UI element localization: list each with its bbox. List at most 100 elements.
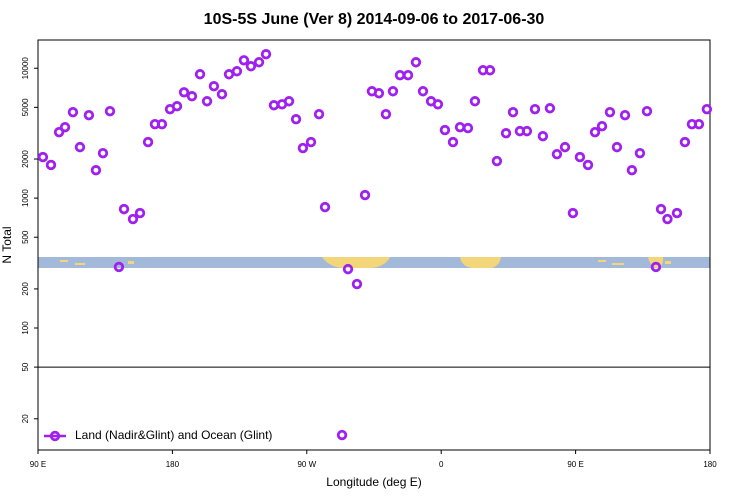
point xyxy=(208,81,220,92)
point xyxy=(37,151,49,163)
point xyxy=(387,86,399,97)
plot-frame xyxy=(37,39,711,451)
y-tick-label: 5000 xyxy=(21,98,30,116)
point xyxy=(417,86,429,97)
point xyxy=(194,69,206,80)
point xyxy=(574,151,586,163)
x-tick-label: 90 E xyxy=(567,460,583,469)
point xyxy=(402,70,414,81)
point xyxy=(216,89,228,100)
point xyxy=(507,106,519,118)
point xyxy=(104,105,116,117)
y-tick-label: 20 xyxy=(21,414,30,423)
point xyxy=(701,103,713,115)
point xyxy=(655,203,667,215)
point xyxy=(582,159,594,171)
x-tick-label: 0 xyxy=(439,460,444,469)
y-axis-label: N Total xyxy=(0,226,14,263)
point xyxy=(342,263,354,275)
point xyxy=(529,103,541,115)
y-tick-label: 2000 xyxy=(21,150,30,168)
point xyxy=(74,141,86,153)
point xyxy=(589,126,601,138)
y-tick-label: 200 xyxy=(21,282,30,296)
x-tick-label: 90 W xyxy=(297,460,316,469)
point xyxy=(500,128,512,139)
x-axis-label: Longitude (deg E) xyxy=(326,475,421,489)
point xyxy=(432,99,444,110)
point xyxy=(662,213,673,225)
point xyxy=(59,121,71,133)
legend-swatch xyxy=(49,430,61,442)
y-tick-label: 1000 xyxy=(21,189,30,207)
point xyxy=(551,148,563,160)
point xyxy=(313,108,325,120)
point xyxy=(604,106,616,118)
y-tick-label: 10000 xyxy=(21,57,30,80)
map-land xyxy=(75,263,85,265)
point xyxy=(127,213,139,225)
point xyxy=(268,100,280,111)
map-land xyxy=(128,261,134,264)
point xyxy=(559,141,571,153)
map-strip xyxy=(38,257,710,268)
point xyxy=(394,70,406,81)
point xyxy=(641,105,653,117)
point xyxy=(67,106,79,118)
point xyxy=(186,91,198,102)
x-tick-label: 180 xyxy=(703,460,717,469)
y-tick-label: 100 xyxy=(21,321,30,335)
point xyxy=(596,120,608,132)
point xyxy=(305,136,317,148)
point xyxy=(113,261,125,273)
point xyxy=(53,126,65,138)
point xyxy=(380,108,392,120)
map-land xyxy=(322,257,390,268)
point xyxy=(447,136,459,148)
point xyxy=(260,49,272,60)
map-land xyxy=(60,260,68,262)
point xyxy=(567,207,579,219)
point xyxy=(253,57,265,68)
point xyxy=(679,136,691,148)
point xyxy=(178,87,190,98)
point xyxy=(410,57,422,68)
point xyxy=(537,130,549,142)
map-land xyxy=(598,260,606,262)
x-tick-label: 90 E xyxy=(30,460,46,469)
point xyxy=(156,118,168,130)
point xyxy=(231,66,243,77)
point xyxy=(626,165,638,176)
point xyxy=(319,201,331,213)
point xyxy=(290,114,302,125)
point xyxy=(297,142,309,154)
legend-label: Land (Nadir&Glint) and Ocean (Glint) xyxy=(75,428,272,442)
point xyxy=(238,55,250,66)
point xyxy=(142,136,154,148)
point xyxy=(45,159,57,171)
point xyxy=(171,101,183,112)
point xyxy=(245,61,257,72)
point xyxy=(373,88,385,99)
map-land xyxy=(612,263,624,265)
point xyxy=(283,96,295,107)
point xyxy=(484,65,496,76)
point xyxy=(693,118,705,130)
point xyxy=(201,96,213,107)
x-tick-label: 180 xyxy=(166,460,180,469)
y-tick-label: 50 xyxy=(21,362,30,371)
point xyxy=(97,147,109,159)
point xyxy=(134,207,146,219)
point xyxy=(619,109,631,121)
point xyxy=(544,103,556,114)
point xyxy=(462,122,474,134)
point xyxy=(359,189,371,201)
point xyxy=(491,155,503,167)
point xyxy=(336,429,348,441)
point xyxy=(223,69,235,80)
point xyxy=(469,96,481,107)
point xyxy=(90,165,102,176)
y-tick-label: 500 xyxy=(21,230,30,244)
point xyxy=(650,261,662,273)
